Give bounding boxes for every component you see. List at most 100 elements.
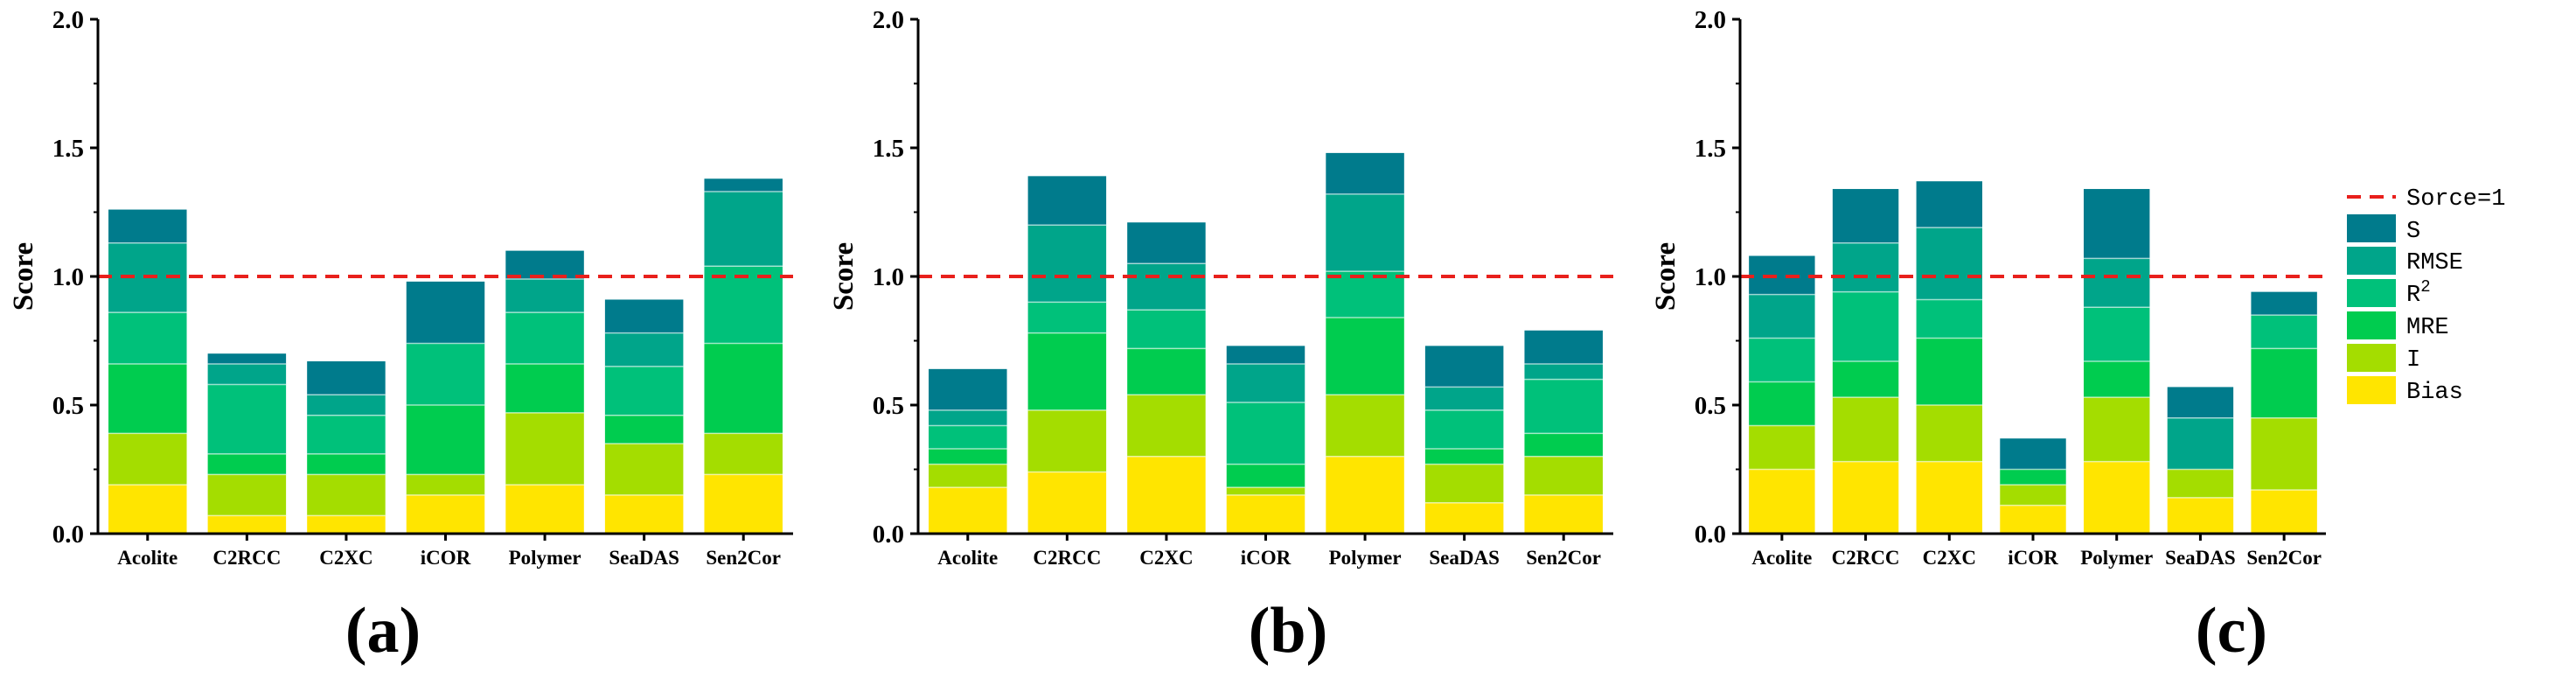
panel-b-bar-sen2cor-bias	[1524, 494, 1603, 534]
panel-b: Acolite C2RCC C2XC iCOR Polymer SeaDAS Sen2Cor…	[828, 6, 1613, 667]
panel-b-bar-seadas-s	[1424, 346, 1504, 388]
panel-c-bar-icor-i	[2000, 485, 2066, 506]
panel-c-ytick-label: 0.0	[1695, 521, 1726, 549]
panel-c-bar-acolite-bias	[1749, 469, 1815, 534]
panel-b-bar-c2xc-rmse	[1127, 263, 1206, 311]
panel-a-bar-seadas-i	[604, 444, 684, 495]
panel-b-bar-seadas-mre	[1424, 448, 1504, 465]
panel-c-bar-c2xc-i	[1916, 405, 1982, 462]
panel-b-xtick-label-sen2cor: Sen2Cor	[1526, 547, 1601, 569]
panel-a-bar-icor-s	[406, 281, 485, 344]
panel-c-bar-polymer-mre	[2084, 361, 2150, 398]
panel-b-bar-sen2cor-s	[1524, 330, 1603, 364]
panel-c-xtick-label-c2rcc: C2RCC	[1832, 547, 1900, 569]
panel-a-ytick-label: 0.0	[52, 521, 84, 549]
panel-a-bar-acolite-mre	[108, 363, 187, 434]
panel-b-bar-seadas-bias	[1424, 502, 1504, 534]
panel-a-bar-c2xc-i	[307, 474, 386, 516]
panel-a-xtick-label-acolite: Acolite	[117, 547, 178, 569]
panel-c-ytick-label: 1.5	[1695, 135, 1726, 163]
panel-b-ytick-label: 0.5	[873, 392, 904, 420]
panel-c-bar-seadas-rmse	[2167, 417, 2234, 470]
panel-c-bar-seadas-s	[2167, 387, 2234, 418]
legend-label-s: S	[2406, 219, 2420, 245]
panel-c-bar-polymer-rmse	[2084, 258, 2150, 308]
panel-a-bar-polymer-mre	[505, 363, 584, 413]
panel-c-bar-icor-mre	[2000, 469, 2066, 486]
panel-a-bar-c2rcc-rmse	[207, 363, 287, 385]
panel-c-y-axis-label: Score	[1650, 242, 1681, 311]
panel-b-bar-polymer-i	[1326, 395, 1404, 457]
panel-b-bar-icor-bias	[1226, 494, 1305, 534]
panel-b-bar-icor-s	[1226, 346, 1305, 364]
panel-b-bar-acolite-i	[929, 464, 1007, 488]
panel-c-bar-c2rcc-r2	[1832, 291, 1899, 362]
panel-a-bar-c2xc-bias	[307, 515, 386, 534]
legend-swatch-s	[2347, 214, 2396, 242]
panel-b-xtick-label-c2rcc: C2RCC	[1033, 547, 1101, 569]
panel-a-bar-c2rcc-s	[207, 353, 287, 364]
panel-b-ytick-label: 0.0	[873, 521, 904, 549]
panel-a-bar-icor-mre	[406, 405, 485, 475]
panel-c-bar-c2xc-r2	[1916, 299, 1982, 339]
panel-a-bar-acolite-r2	[108, 312, 187, 364]
panel-c-bar-seadas-i	[2167, 469, 2234, 498]
panel-a-bar-sen2cor-bias	[704, 474, 783, 534]
panel-c-bar-polymer-i	[2084, 397, 2150, 462]
panel-b-bar-polymer-bias	[1326, 456, 1404, 534]
panel-a-xtick-label-c2rcc: C2RCC	[212, 547, 281, 569]
legend: Sorce=1 S RMSE R2 MRE I Bias	[2347, 186, 2505, 406]
panel-a-bar-sen2cor-i	[704, 433, 783, 475]
panel-a-ytick-label: 0.5	[52, 392, 84, 420]
panel-a-bar-c2rcc-i	[207, 474, 287, 516]
panel-a-bar-polymer-rmse	[505, 278, 584, 313]
panel-c-ytick-label: 2.0	[1695, 6, 1726, 34]
panel-b-bar-c2rcc-mre	[1027, 332, 1107, 410]
panel-c-bar-sen2cor-s	[2251, 291, 2317, 316]
panel-c-bar-polymer-s	[2084, 189, 2150, 259]
panel-b-bar-polymer-mre	[1326, 318, 1404, 395]
panel-a-bar-icor-i	[406, 474, 485, 495]
panel-a-bar-polymer-bias	[505, 485, 584, 534]
panel-a-bar-polymer-s	[505, 250, 584, 279]
panel-c-bar-acolite-r2	[1749, 338, 1815, 382]
panel-a-xtick-label-icor: iCOR	[421, 547, 471, 569]
panel-c-bar-acolite-mre	[1749, 381, 1815, 426]
panel-a-y-axis-label: Score	[8, 242, 39, 311]
panel-a-bar-c2xc-r2	[307, 415, 386, 454]
panel-b-bar-sen2cor-mre	[1524, 433, 1603, 457]
panel-c-bar-c2rcc-mre	[1832, 361, 1899, 398]
panel-b-bar-icor-i	[1226, 487, 1305, 495]
panel-c-bar-polymer-bias	[2084, 461, 2150, 534]
panel-b-bar-c2xc-i	[1127, 395, 1206, 457]
panel-b-bar-icor-mre	[1226, 464, 1305, 488]
panel-c-bar-c2rcc-i	[1832, 397, 1899, 462]
panel-c-xtick-label-sen2cor: Sen2Cor	[2246, 547, 2322, 569]
chart-panels: Acolite C2RCC C2XC iCOR Polymer SeaDAS Sen2Cor…	[8, 6, 2326, 667]
legend-reference-label: Sorce=1	[2406, 186, 2505, 213]
legend-label-rmse: RMSE	[2406, 250, 2463, 276]
legend-swatch-mre	[2347, 311, 2396, 339]
panel-a-xtick-label-sen2cor: Sen2Cor	[706, 547, 781, 569]
panel-c-xtick-label-polymer: Polymer	[2080, 547, 2153, 569]
panel-a-bar-sen2cor-r2	[704, 266, 783, 344]
panel-b-ytick-label: 1.0	[873, 263, 904, 291]
panel-b-bar-acolite-r2	[929, 425, 1007, 449]
panel-b-bar-c2rcc-bias	[1027, 472, 1107, 534]
legend-swatch-r2	[2347, 279, 2396, 307]
panel-a-xtick-label-seadas: SeaDAS	[609, 547, 679, 569]
panel-b-label: (b)	[1249, 595, 1327, 667]
panel-a-bar-seadas-mre	[604, 415, 684, 444]
panel-b-xtick-label-polymer: Polymer	[1329, 547, 1402, 569]
panel-a-bar-sen2cor-s	[704, 178, 783, 192]
panel-c-bar-acolite-s	[1749, 255, 1815, 295]
panel-b-bar-polymer-rmse	[1326, 193, 1404, 272]
panel-c-bar-sen2cor-i	[2251, 417, 2317, 491]
panel-b-bar-acolite-mre	[929, 448, 1007, 465]
panel-c-bar-sen2cor-bias	[2251, 490, 2317, 534]
panel-a-bar-c2xc-s	[307, 361, 386, 395]
panel-b-xtick-label-seadas: SeaDAS	[1429, 547, 1500, 569]
panel-a-bar-seadas-s	[604, 299, 684, 333]
panel-b-bar-c2rcc-r2	[1027, 302, 1107, 333]
panel-c-xtick-label-acolite: Acolite	[1751, 547, 1812, 569]
